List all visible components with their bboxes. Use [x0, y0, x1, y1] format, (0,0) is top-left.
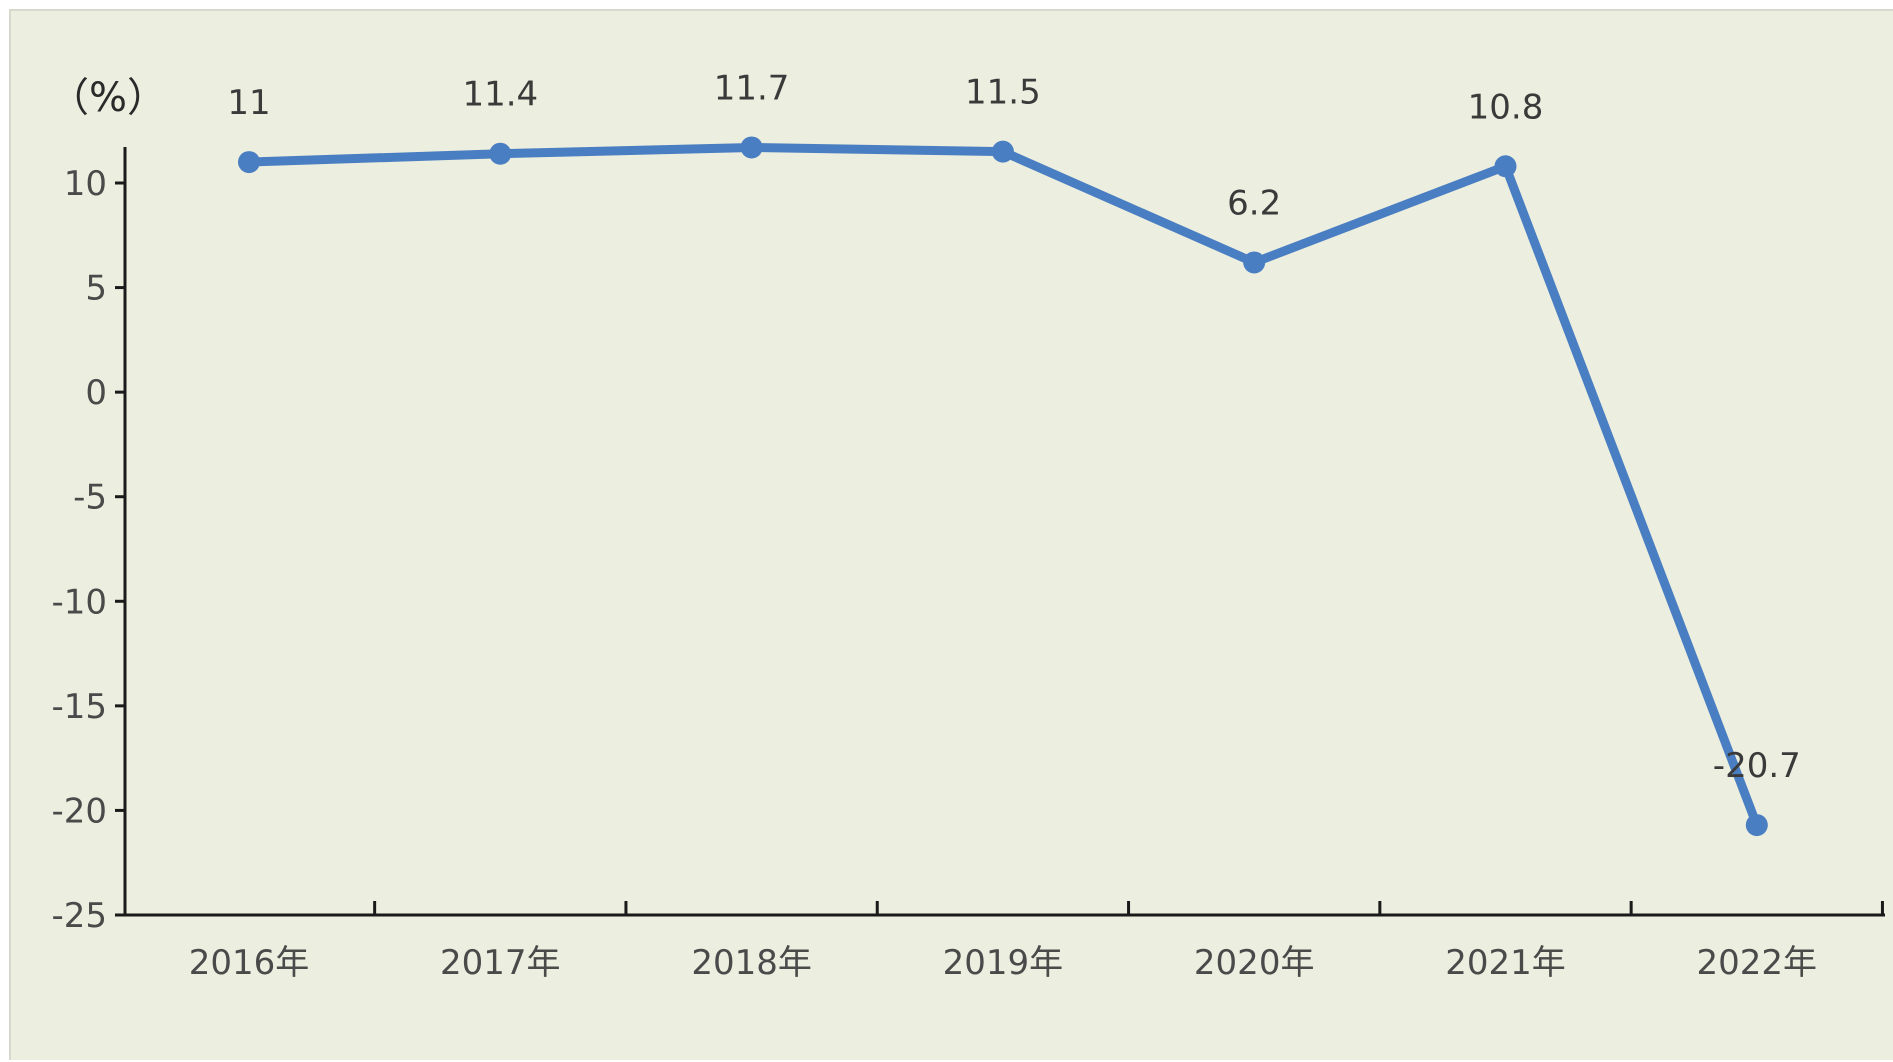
x-tick-label: 2016年	[189, 943, 310, 983]
y-tick-label: 5	[85, 269, 107, 309]
y-tick-label: -20	[51, 791, 107, 831]
x-tick-label: 2019年	[943, 943, 1064, 983]
data-points	[238, 136, 1768, 837]
data-label: 10.8	[1468, 87, 1544, 127]
data-label: -20.7	[1713, 746, 1801, 786]
x-axis: 2016年 2017年 2018年 2019年 2020年 2021年 2022年	[125, 901, 1885, 983]
chart-panel: （%） 10 5 0 -5 -10 -15 -20 -25 2016年 2017年 2018年 20…	[9, 9, 1893, 1060]
data-label: 11.7	[714, 68, 790, 108]
data-label: 11	[227, 83, 270, 123]
x-tick-label: 2020年	[1194, 943, 1315, 983]
data-label: 6.2	[1227, 183, 1281, 223]
x-tick-label: 2021年	[1445, 943, 1566, 983]
y-tick-label: -25	[51, 896, 107, 936]
y-tick-label: -5	[73, 478, 107, 518]
data-point	[238, 151, 260, 174]
data-point	[489, 142, 512, 165]
data-point	[1745, 814, 1768, 837]
y-tick-label: -15	[51, 687, 107, 727]
x-tick-label: 2017年	[440, 943, 561, 983]
x-tick-label: 2018年	[691, 943, 812, 983]
data-point	[1243, 251, 1266, 274]
series-line	[244, 142, 1762, 830]
series-line-group	[244, 142, 1762, 830]
data-label: 11.4	[462, 75, 538, 115]
y-axis-unit-label: （%）	[49, 75, 167, 121]
y-tick-label: 0	[85, 373, 107, 413]
y-tick-label: 10	[64, 164, 107, 204]
data-point	[991, 140, 1014, 163]
data-labels: 11 11.4 11.7 11.5 6.2 10.8 -20.7	[227, 68, 1800, 786]
data-label: 11.5	[965, 73, 1041, 113]
x-tick-label: 2022年	[1697, 943, 1818, 983]
y-axis: 10 5 0 -5 -10 -15 -20 -25	[51, 147, 127, 936]
data-point	[1494, 155, 1517, 178]
data-point	[740, 136, 763, 159]
y-tick-label: -10	[51, 582, 107, 622]
